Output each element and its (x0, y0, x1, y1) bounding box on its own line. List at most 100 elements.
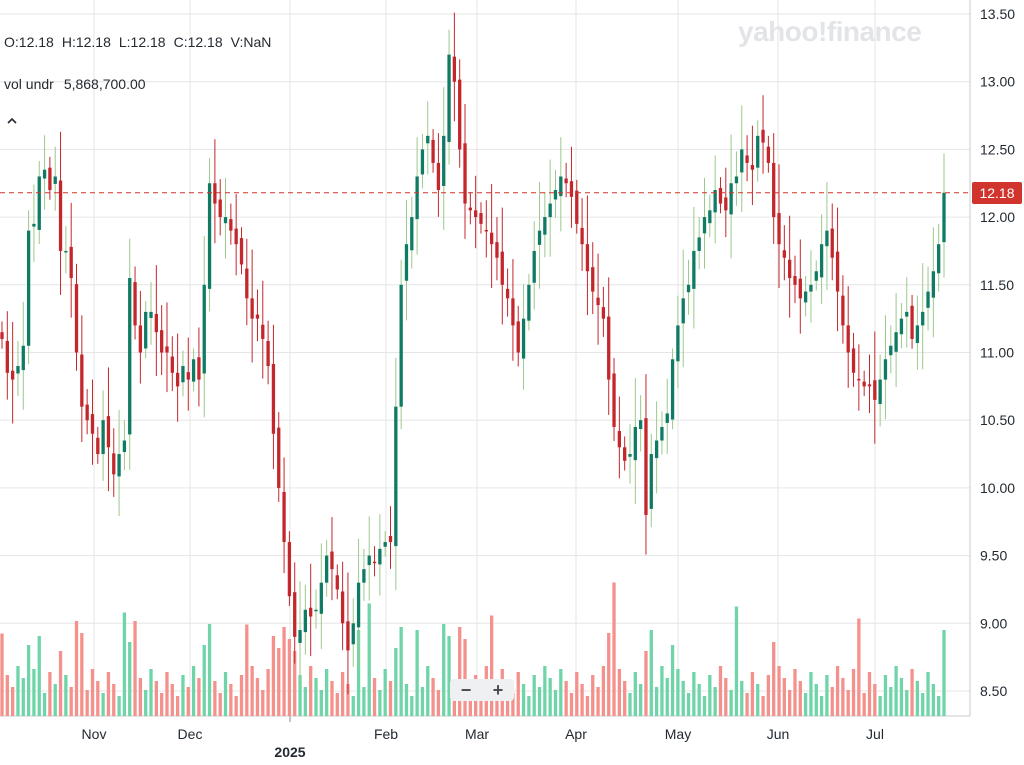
candle-body (175, 372, 180, 387)
candle-body (388, 535, 393, 543)
volume-bar (750, 672, 755, 716)
volume-bar (154, 681, 158, 716)
volume-bar (298, 675, 302, 716)
x-tick-label: Feb (374, 726, 398, 742)
volume-bar (314, 678, 318, 716)
volume-bar (112, 684, 116, 716)
volume-bar (851, 669, 856, 716)
candle-body (74, 284, 79, 353)
volume-bar (623, 681, 627, 716)
candle-body (942, 192, 946, 243)
volume-bar (58, 651, 63, 716)
volume-bar (649, 630, 653, 716)
candle-body (26, 230, 31, 346)
volume-bar (670, 645, 675, 716)
candle-body (644, 418, 648, 515)
candle-body (484, 229, 488, 232)
volume-bar (601, 666, 606, 716)
volume-bar (378, 690, 382, 716)
volume-bar (665, 678, 669, 716)
volume-bar (825, 675, 829, 716)
volume-bar (90, 669, 95, 716)
volume-bar (458, 627, 462, 716)
volume-label: vol undr (4, 76, 54, 92)
zoom-in-button[interactable]: + (492, 680, 504, 700)
y-tick-label: 9.00 (980, 615, 1007, 631)
candle-body (724, 197, 728, 211)
volume-bar (388, 681, 393, 716)
candle-body (468, 207, 472, 211)
candle-body (16, 366, 20, 374)
candle-body (905, 311, 909, 317)
volume-bar (575, 672, 579, 716)
candle-body (261, 324, 265, 339)
volume-bar (170, 684, 174, 716)
candle-body (756, 135, 760, 168)
volume-bar (489, 615, 494, 716)
candle-body (910, 305, 914, 339)
volume-bar (819, 696, 824, 716)
candle-body (58, 180, 63, 251)
candle-body (426, 135, 430, 144)
volume-bar (372, 678, 377, 716)
candle-body (239, 238, 244, 265)
candle-body (383, 542, 387, 547)
volume-bar (133, 621, 137, 716)
candle-body (937, 244, 941, 274)
candle-body (37, 176, 41, 230)
candle-body (623, 447, 627, 461)
volume-bar (149, 669, 153, 716)
volume-bar (495, 690, 499, 716)
volume-bar (229, 684, 233, 716)
candle-body (10, 370, 15, 380)
candle-body (670, 359, 675, 420)
candle-body (149, 311, 153, 318)
volume-bar (197, 678, 201, 716)
candle-body (415, 176, 419, 220)
candle-body (277, 427, 281, 488)
candle-body (591, 267, 595, 292)
volume-bar (612, 582, 616, 716)
candle-body (798, 278, 802, 299)
candle-body (537, 230, 542, 245)
chevron-up-icon[interactable] (6, 114, 20, 128)
volume-bar (48, 672, 52, 716)
volume-bar (21, 678, 25, 716)
volume-bar (335, 693, 339, 716)
candle-body (638, 420, 643, 430)
volume-bar (101, 693, 105, 716)
candle-body (569, 181, 574, 197)
zoom-out-button[interactable]: − (460, 680, 472, 700)
last-price-badge: 12.18 (972, 182, 1022, 204)
candle-body (649, 454, 653, 509)
candle-body (809, 284, 813, 292)
y-tick-label: 13.50 (980, 6, 1015, 22)
candle-body (660, 426, 664, 441)
volume-bar (617, 669, 622, 716)
volume-bar (37, 636, 41, 716)
candle-body (814, 271, 818, 281)
candle-body (287, 542, 292, 597)
candle-body (793, 275, 797, 285)
volume-bar (223, 672, 228, 716)
candle-body (372, 561, 377, 564)
y-tick-label: 9.50 (980, 548, 1007, 564)
volume-bar (548, 678, 552, 716)
volume-bar (910, 669, 914, 716)
candle-body (394, 406, 398, 547)
candle-body (255, 314, 260, 319)
volume-bar (724, 678, 728, 716)
volume-bar (676, 669, 680, 716)
candle-body (362, 569, 366, 583)
volume-bar (718, 666, 723, 716)
candle-body (883, 359, 888, 380)
volume-bar (905, 690, 909, 716)
candle-body (133, 282, 137, 326)
candle-body (21, 345, 25, 371)
volume-bar (527, 696, 531, 716)
candle-body (527, 284, 531, 321)
candle-body (293, 592, 297, 637)
volume-bar (857, 618, 861, 716)
candle-body (5, 340, 9, 373)
